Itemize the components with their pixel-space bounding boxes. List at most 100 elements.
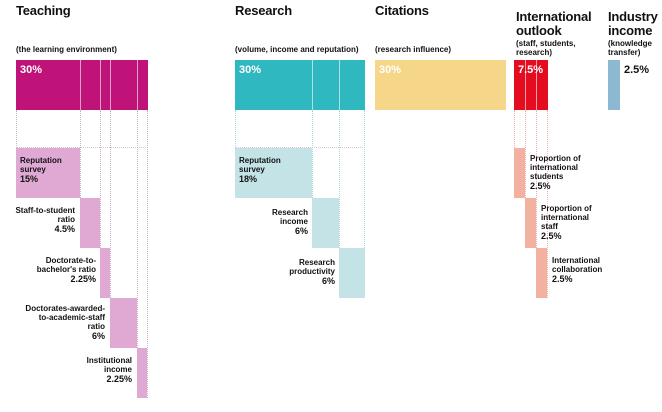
international-staff-label: Proportion of international staff 2.5% (541, 204, 592, 242)
international-weight-bar: 7.5% (514, 60, 548, 110)
label-line: International (552, 256, 601, 265)
label-line: Institutional (86, 356, 132, 365)
dotted-connector (110, 110, 111, 298)
research-reputation-bar (235, 148, 312, 198)
industry-title: Industry income (608, 10, 658, 38)
label-line: Proportion of (530, 154, 581, 163)
international-collaboration-label: International collaboration 2.5% (552, 256, 602, 285)
label-line: students (530, 172, 564, 181)
label-line: ratio (57, 215, 75, 224)
label-line: international (541, 213, 590, 222)
international-students-value: 2.5% (530, 181, 551, 191)
teaching-staff-ratio-value: 4.5% (54, 224, 75, 234)
dotted-connector (547, 110, 548, 298)
international-title: International outlook (516, 10, 592, 38)
label-line: Research (298, 258, 335, 267)
bar-divider (110, 60, 111, 110)
teaching-institutional-income-value: 2.25% (106, 374, 132, 384)
label-line: Research (271, 208, 308, 217)
research-income-label: Research income 6% (272, 208, 308, 237)
teaching-institutional-income-bar (137, 348, 147, 398)
dotted-connector (536, 110, 537, 248)
industry-subtitle: (knowledge transfer) (608, 39, 652, 57)
research-productivity-value: 6% (321, 276, 335, 286)
dotted-connector (16, 110, 17, 148)
bar-divider (339, 60, 340, 110)
teaching-institutional-income-label: Institutional income 2.25% (87, 356, 132, 385)
teaching-subtitle: (the learning environment) (16, 45, 117, 54)
teaching-staff-ratio-bar (80, 198, 100, 248)
dotted-connector (147, 110, 148, 398)
teaching-reputation-label: Reputation survey 15% (20, 156, 62, 185)
teaching-weight-bar: 30% (16, 60, 148, 110)
label-line: productivity (289, 267, 335, 276)
teaching-reputation-bar (16, 148, 80, 198)
dotted-connector (514, 110, 515, 148)
dotted-connector (137, 110, 138, 348)
teaching-doctorate-bachelor-value: 2.25% (70, 274, 96, 284)
teaching-staff-ratio-label: Staff-to-student ratio 4.5% (15, 206, 75, 235)
international-collaboration-bar (536, 248, 547, 298)
international-subtitle-line: research) (516, 48, 553, 57)
label-line: ratio (87, 322, 105, 331)
dotted-divider (16, 147, 148, 148)
label-line: Doctorates-awarded- (25, 304, 105, 313)
industry-title-line: Industry (608, 9, 658, 24)
citations-weight-bar: 30% (375, 60, 506, 110)
bar-divider (525, 60, 526, 110)
teaching-doctorate-bachelor-label: Doctorate-to- bachelor's ratio 2.25% (37, 256, 96, 285)
research-weight-bar: 30% (235, 60, 365, 110)
international-students-bar (514, 148, 525, 198)
bar-divider (312, 60, 313, 110)
international-subtitle-line: (staff, students, (516, 39, 576, 48)
research-title: Research (235, 3, 292, 18)
citations-subtitle: (research influence) (375, 45, 452, 54)
research-subtitle: (volume, income and reputation) (235, 45, 359, 54)
international-weight-value: 7.5% (518, 64, 544, 76)
label-line: Staff-to-student (15, 206, 75, 215)
bar-divider (80, 60, 81, 110)
dotted-divider (235, 147, 365, 148)
international-students-label: Proportion of international students 2.5… (530, 154, 581, 192)
teaching-weight-value: 30% (20, 64, 43, 76)
teaching-doctorates-awarded-label: Doctorates-awarded- to-academic-staff ra… (25, 304, 105, 342)
dotted-connector (235, 110, 236, 148)
dotted-connector (339, 110, 340, 248)
dotted-connector (100, 110, 101, 248)
label-line: international (530, 163, 579, 172)
industry-title-line: income (608, 23, 653, 38)
research-weight-value: 30% (239, 64, 262, 76)
teaching-doctorate-bachelor-bar (100, 248, 110, 298)
dotted-connector (525, 110, 526, 198)
teaching-title: Teaching (16, 3, 71, 18)
industry-weight-bar (608, 60, 620, 110)
research-reputation-label: Reputation survey 18% (239, 156, 281, 185)
label-line: survey (20, 165, 46, 174)
label-line: Reputation (239, 156, 281, 165)
bar-divider (137, 60, 138, 110)
label-line: income (103, 365, 132, 374)
research-income-bar (312, 198, 339, 248)
label-line: income (279, 217, 308, 226)
international-collaboration-value: 2.5% (552, 274, 573, 284)
label-line: staff (541, 222, 558, 231)
industry-subtitle-line: (knowledge (608, 39, 653, 48)
international-staff-bar (525, 198, 536, 248)
research-productivity-label: Research productivity 6% (289, 258, 335, 287)
teaching-reputation-value: 15% (20, 174, 39, 184)
industry-subtitle-line: transfer) (608, 48, 641, 57)
citations-title: Citations (375, 3, 429, 18)
teaching-doctorates-awarded-value: 6% (91, 331, 105, 341)
label-line: collaboration (552, 265, 603, 274)
citations-weight-value: 30% (379, 64, 402, 76)
international-subtitle: (staff, students, research) (516, 39, 576, 57)
research-reputation-value: 18% (239, 174, 258, 184)
research-income-value: 6% (294, 226, 308, 236)
dotted-connector (312, 110, 313, 198)
label-line: Doctorate-to- (45, 256, 96, 265)
teaching-doctorates-awarded-bar (110, 298, 137, 348)
label-line: Proportion of (541, 204, 592, 213)
international-staff-value: 2.5% (541, 231, 562, 241)
label-line: Reputation (20, 156, 62, 165)
label-line: to-academic-staff (38, 313, 105, 322)
